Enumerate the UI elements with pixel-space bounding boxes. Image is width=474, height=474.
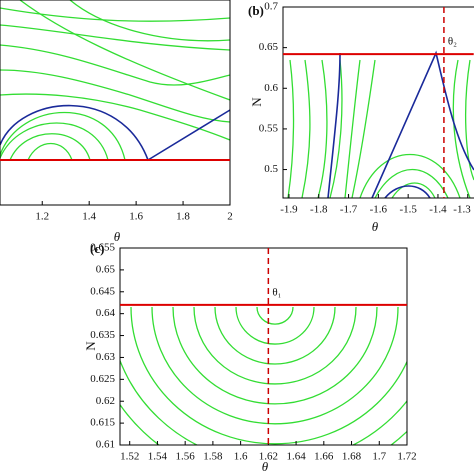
- y-tick-label: 0.5: [264, 163, 278, 175]
- streamline: [329, 59, 343, 198]
- streamline: [0, 24, 230, 51]
- x-tick-label: 1.8: [176, 211, 190, 223]
- streamline: [465, 59, 474, 181]
- separatrix: [0, 104, 230, 162]
- separatrix: [384, 185, 431, 198]
- x-tick-label: 1.56: [176, 451, 196, 463]
- x-tick-label: 1.62: [259, 451, 278, 463]
- streamline: [214, 306, 336, 365]
- x-tick-label: -1.6: [370, 204, 388, 216]
- y-tick-label: 0.7: [264, 1, 278, 13]
- y-tick-label: 0.65: [96, 263, 116, 275]
- y-tick-label: 0.64: [96, 307, 116, 319]
- x-axis-label: θ: [262, 459, 269, 474]
- streamline: [0, 7, 230, 22]
- x-tick-label: -1.8: [310, 204, 328, 216]
- streamline: [0, 93, 230, 141]
- streamline: [287, 59, 295, 198]
- x-tick-label: 2: [227, 211, 233, 223]
- x-tick-label: 1.66: [314, 451, 334, 463]
- streamline: [391, 182, 436, 198]
- panel-label: (c): [90, 241, 104, 256]
- streamline: [0, 44, 230, 86]
- y-tick-label: 0.6: [264, 82, 278, 94]
- streamlines-c: [120, 306, 407, 445]
- streamline: [120, 358, 407, 445]
- streamlines-a: [0, 0, 230, 162]
- x-tick-label: -1.7: [340, 204, 358, 216]
- x-tick-label: 1.6: [234, 451, 248, 463]
- y-axis-label: N: [249, 97, 264, 107]
- streamline: [235, 306, 315, 345]
- x-tick-label: 1.2: [35, 211, 49, 223]
- y-tick-label: 0.635: [90, 329, 115, 341]
- annotation: θ₁: [272, 286, 281, 298]
- x-tick-label: 1.52: [120, 451, 139, 463]
- streamline: [130, 306, 407, 445]
- x-tick-label: -1.4: [429, 204, 447, 216]
- x-tick-label: 1.64: [286, 451, 306, 463]
- frame-c: [119, 247, 408, 446]
- streamline: [69, 0, 230, 42]
- streamline: [317, 59, 328, 198]
- x-tick-label: -1.5: [399, 204, 417, 216]
- frame-a: [0, 0, 231, 206]
- streamline: [9, 133, 91, 161]
- x-tick-label: 1.7: [372, 451, 386, 463]
- y-tick-label: 0.615: [90, 417, 115, 429]
- streamline: [344, 59, 361, 198]
- streamline: [452, 59, 471, 198]
- x-tick-label: 1.58: [203, 451, 223, 463]
- panel-label: (b): [248, 3, 264, 18]
- streamline: [351, 59, 376, 198]
- streamline: [374, 169, 449, 198]
- x-tick-label: 1.68: [342, 451, 362, 463]
- y-tick-label: 0.65: [259, 41, 279, 53]
- streamline: [19, 0, 230, 101]
- y-tick-label: 0.63: [96, 351, 116, 363]
- x-tick-label: 1.4: [82, 211, 96, 223]
- y-tick-label: 0.61: [96, 439, 115, 451]
- separatrix: [327, 52, 341, 198]
- y-tick-label: 0.655: [90, 242, 115, 254]
- x-tick-label: 1.54: [148, 451, 168, 463]
- x-tick-label: 1.6: [129, 211, 143, 223]
- x-tick-label: -1.9: [280, 204, 298, 216]
- streamline: [172, 306, 378, 405]
- streamline: [256, 306, 294, 325]
- y-tick-label: 0.645: [90, 285, 115, 297]
- x-axis-label: θ: [372, 219, 379, 234]
- streamline: [120, 403, 407, 445]
- annotation: θ₂: [448, 36, 457, 48]
- streamline: [27, 143, 73, 161]
- y-tick-label: 0.625: [90, 373, 115, 385]
- y-tick-label: 0.62: [96, 395, 115, 407]
- streamline: [0, 122, 109, 161]
- streamline: [359, 153, 461, 198]
- frame-b: [282, 6, 474, 199]
- streamline: [301, 59, 311, 198]
- x-axis-label: θ: [114, 229, 121, 244]
- separatrix: [371, 50, 474, 198]
- y-axis-label: N: [83, 341, 98, 351]
- streamline: [0, 69, 230, 123]
- x-tick-label: 1.72: [397, 451, 416, 463]
- streamline: [193, 306, 357, 385]
- x-tick-label: -1.3: [453, 204, 471, 216]
- streamline: [151, 306, 399, 425]
- streamline: [0, 112, 126, 161]
- y-tick-label: 0.55: [259, 122, 279, 134]
- streamlines-b: [287, 50, 474, 198]
